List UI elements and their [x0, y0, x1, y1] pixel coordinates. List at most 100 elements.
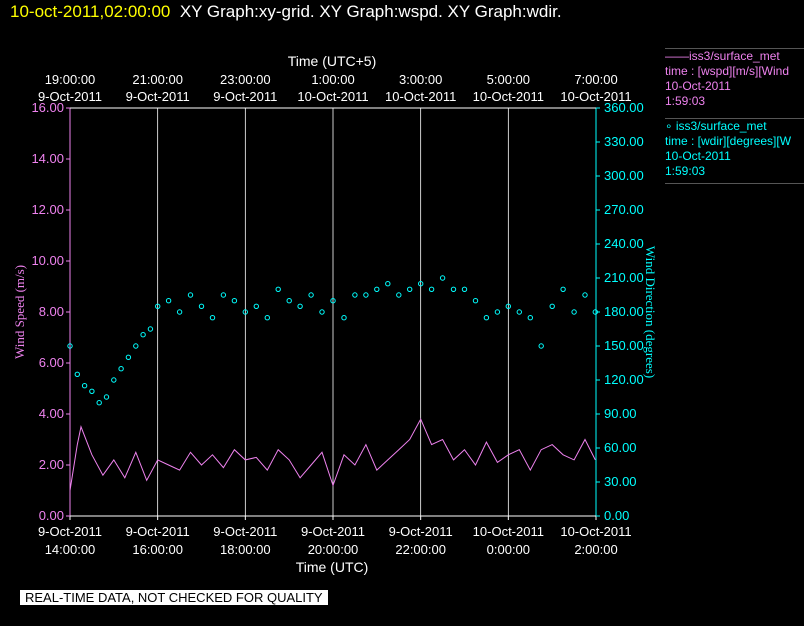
- x-tick-date: 9-Oct-2011: [213, 524, 277, 539]
- series-point-wdir: [582, 292, 588, 298]
- series-point-wdir: [428, 286, 435, 292]
- tick-labels: 9-Oct-2011 14:00:00 19:00:00 9-Oct-2011 9-Oc…: [31, 72, 643, 557]
- series-line-wspd: [69, 417, 596, 491]
- legend-series-detail: time : [wspd][m/s][Wind: [665, 64, 790, 78]
- top-tick-time: 3:00:00: [399, 72, 442, 87]
- series-point-wdir: [330, 298, 336, 304]
- x-tick-time: 16:00:00: [132, 542, 183, 557]
- legend-series-name: ——iss3/surface_met: [665, 49, 780, 63]
- series-point-wdir: [165, 298, 172, 304]
- series-point-wdir: [483, 315, 490, 321]
- series-point-wdir: [385, 281, 391, 287]
- top-tick-date: 10-Oct-2011: [385, 89, 456, 104]
- chart-header: 10-oct-2011,02:00:00 XY Graph:xy-grid. X…: [10, 2, 562, 22]
- y-right-tick-label: 30.00: [604, 474, 637, 489]
- y-right-tick-label: 150.00: [604, 338, 644, 353]
- series-point-wdir: [275, 286, 281, 292]
- series-point-wdir: [560, 286, 566, 292]
- top-tick-date: 9-Oct-2011: [126, 89, 190, 104]
- legend-entry-wdir: ∘ iss3/surface_met time : [wdir][degrees…: [665, 118, 804, 184]
- series-point-wdir: [527, 315, 533, 321]
- series-point-wdir: [297, 303, 303, 309]
- top-tick-date: 9-Oct-2011: [213, 89, 277, 104]
- series-point-wdir: [352, 292, 358, 298]
- x-tick-time: 0:00:00: [487, 542, 530, 557]
- series-point-wdir: [118, 366, 124, 372]
- series-point-wdir: [67, 343, 73, 349]
- vertical-grid: [157, 108, 509, 516]
- legend-entry-wspd: ——iss3/surface_met time : [wspd][m/s][Wi…: [665, 48, 804, 109]
- y-left-tick-label: 6.00: [39, 355, 64, 370]
- x-tick-date: 9-Oct-2011: [126, 524, 190, 539]
- series-point-wdir: [81, 383, 88, 389]
- series-point-wdir: [133, 343, 139, 349]
- series-point-wdir: [418, 281, 424, 287]
- series-point-wdir: [407, 286, 413, 292]
- y-left-tick-label: 0.00: [39, 508, 64, 523]
- x-tick-date: 10-Oct-2011: [473, 524, 544, 539]
- header-graph-list: XY Graph:xy-grid. XY Graph:wspd. XY Grap…: [179, 2, 562, 21]
- y-right-tick-label: 330.00: [604, 134, 644, 149]
- legend-series-time: 1:59:03: [665, 94, 706, 108]
- x-tick-date: 9-Oct-2011: [38, 524, 102, 539]
- series-point-wdir: [187, 292, 194, 298]
- x-tick-time: 22:00:00: [395, 542, 446, 557]
- series-point-wdir: [472, 298, 479, 304]
- series-point-wdir: [439, 275, 446, 281]
- series-point-wdir: [242, 309, 249, 315]
- series-point-wdir: [103, 394, 110, 400]
- top-tick-date: 10-Oct-2011: [560, 89, 631, 104]
- top-tick-time: 19:00:00: [45, 72, 96, 87]
- series-point-wdir: [516, 309, 522, 315]
- series-point-wdir: [494, 309, 501, 315]
- series-point-wdir: [461, 286, 468, 292]
- series-point-wdir: [209, 315, 216, 321]
- series-point-wdir: [341, 315, 347, 321]
- top-tick-time: 1:00:00: [311, 72, 354, 87]
- top-tick-date: 9-Oct-2011: [38, 89, 102, 104]
- series-point-wdir: [571, 309, 577, 315]
- x-axis-title: Time (UTC): [296, 559, 369, 575]
- series-point-wdir: [538, 343, 544, 349]
- y-right-axis-title: Wind Direction (degrees): [643, 246, 658, 378]
- y-left-tick-label: 2.00: [39, 457, 64, 472]
- series-point-wdir: [374, 286, 380, 292]
- series-point-wdir: [220, 292, 227, 298]
- x-tick-time: 14:00:00: [45, 542, 96, 557]
- top-tick-time: 21:00:00: [132, 72, 183, 87]
- y-right-tick-label: 270.00: [604, 202, 644, 217]
- y-right-tick-label: 210.00: [604, 270, 644, 285]
- y-right-tick-label: 180.00: [604, 304, 644, 319]
- series-point-wdir: [505, 303, 511, 309]
- y-right-tick-label: 360.00: [604, 100, 644, 115]
- series-point-wdir: [396, 292, 402, 298]
- series-point-wdir: [74, 371, 81, 377]
- y-right-tick-label: 120.00: [604, 372, 644, 387]
- legend-series-date: 10-Oct-2011: [665, 149, 731, 163]
- legend-series-detail: time : [wdir][degrees][W: [665, 134, 792, 148]
- series-point-wdir: [155, 303, 161, 309]
- series-point-wdir: [111, 377, 117, 383]
- series-point-wdir: [125, 354, 132, 360]
- legend-series-time: 1:59:03: [665, 164, 706, 178]
- top-tick-date: 10-Oct-2011: [297, 89, 368, 104]
- x-tick-time: 18:00:00: [220, 542, 271, 557]
- x-tick-time: 2:00:00: [574, 542, 617, 557]
- top-axis-title: Time (UTC+5): [288, 53, 377, 69]
- series-point-wdir: [363, 292, 369, 298]
- series-layer: [67, 275, 598, 491]
- series-point-wdir: [176, 309, 183, 315]
- y-right-tick-label: 60.00: [604, 440, 637, 455]
- series-point-wdir: [450, 286, 457, 292]
- series-point-wdir: [319, 309, 325, 315]
- series-point-wdir: [198, 303, 205, 309]
- y-right-tick-label: 300.00: [604, 168, 644, 183]
- y-left-tick-label: 10.00: [31, 253, 64, 268]
- top-tick-time: 7:00:00: [574, 72, 617, 87]
- quality-disclaimer: REAL-TIME DATA, NOT CHECKED FOR QUALITY: [20, 590, 328, 605]
- header-timestamp: 10-oct-2011,02:00:00: [10, 2, 171, 21]
- x-tick-date: 9-Oct-2011: [389, 524, 453, 539]
- y-left-axis-title: Wind Speed (m/s): [12, 265, 27, 359]
- x-tick-time: 20:00:00: [308, 542, 359, 557]
- series-point-wdir: [96, 400, 102, 406]
